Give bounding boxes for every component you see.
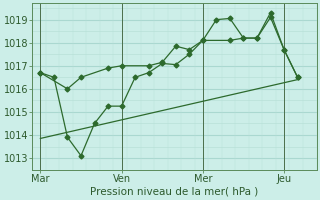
X-axis label: Pression niveau de la mer( hPa ): Pression niveau de la mer( hPa ) bbox=[90, 187, 259, 197]
